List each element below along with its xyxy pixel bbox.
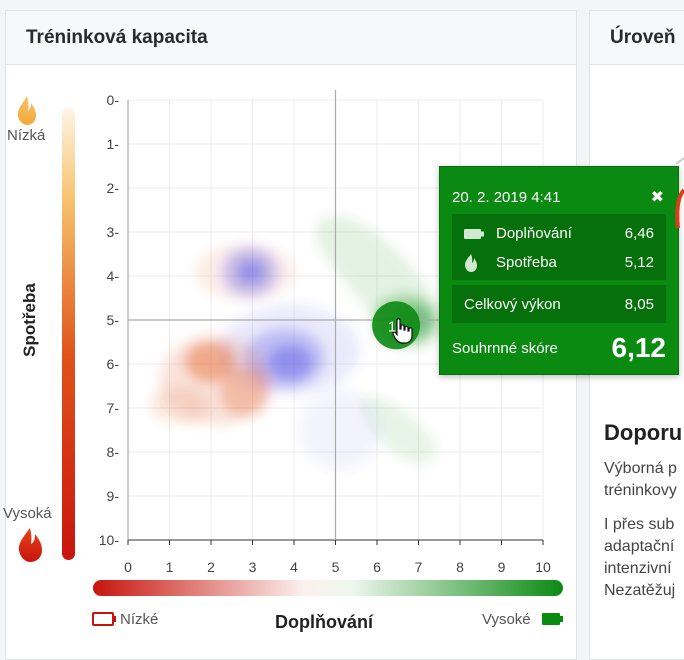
recommendation-section: Doporu Výborná p tréninkovy I přes sub a…	[604, 420, 684, 602]
y-high-label: Vysoká	[3, 505, 52, 522]
hand-cursor-icon	[392, 318, 413, 344]
tooltip-row-value: 6,46	[624, 225, 654, 242]
consumption-scale-bar	[62, 108, 75, 560]
x-tick-label: 4	[290, 559, 298, 575]
x-tick-label: 6	[373, 559, 381, 575]
y-tick-label: 3-	[107, 224, 120, 240]
high-battery-icon	[542, 613, 563, 625]
y-tick-label: 5-	[107, 312, 120, 328]
x-tick-label: 8	[456, 559, 464, 575]
y-tick-label: 9-	[107, 488, 120, 504]
y-tick-label: 7-	[107, 400, 120, 416]
panel2-title: Úroveň	[610, 26, 676, 48]
x-high-label: Vysoké	[482, 611, 531, 628]
tooltip-row-label: Doplňování	[496, 225, 572, 242]
data-tooltip: 20. 2. 2019 4:41 ✖ Doplňování 6,46 Spotř…	[439, 166, 679, 375]
tooltip-total: Celkový výkon 8,05	[452, 285, 666, 323]
y-low-label: Nízká	[7, 127, 46, 144]
y-tick-label: 1-	[107, 136, 120, 152]
y-tick-label: 0-	[107, 92, 120, 108]
recommendation-paragraph-1: Výborná p tréninkovy	[604, 460, 677, 499]
x-axis-label: Doplňování	[275, 612, 373, 632]
tooltip-score-label: Souhrnné skóre	[452, 339, 558, 357]
y-axis-label: Spotřeba	[20, 283, 39, 357]
x-tick-label: 2	[207, 559, 215, 575]
recommendation-paragraph-2: I přes sub adaptační intenzivní Nezatěžu…	[604, 516, 676, 599]
tooltip-row-replenishment: Doplňování 6,46	[452, 219, 666, 248]
x-tick-label: 1	[166, 559, 174, 575]
y-tick-labels: 0- 1- 2- 3- 4- 5- 6- 7- 8- 9- 10-	[99, 92, 120, 548]
chart-area: 0 1 2 3 4 5 6 7 8 9 10 0- 1- 2- 3- 4- 5- 6- 7- 8- 9- 10- 1	[17, 90, 563, 626]
y-tick-label: 10-	[99, 532, 120, 548]
tooltip-metrics: Doplňování 6,46 Spotřeba 5,12	[452, 214, 666, 280]
recommendation-heading: Doporu	[604, 420, 683, 445]
x-tick-label: 9	[498, 559, 506, 575]
x-low-label: Nízké	[120, 611, 159, 628]
panel2-header: Úroveň	[590, 11, 684, 65]
high-flame-icon	[18, 528, 42, 562]
x-tick-label: 7	[415, 559, 423, 575]
panel-title: Tréninková kapacita	[26, 26, 208, 48]
tooltip-row-label: Spotřeba	[496, 254, 557, 271]
tooltip-score-value: 6,12	[611, 332, 667, 363]
battery-icon	[464, 228, 486, 240]
close-icon[interactable]: ✖	[650, 189, 664, 206]
y-tick-label: 8-	[107, 444, 120, 460]
data-point-label: 1	[388, 318, 396, 335]
tooltip-total-label: Celkový výkon	[464, 295, 561, 313]
tooltip-total-value: 8,05	[624, 295, 654, 313]
data-point[interactable]: 1	[372, 301, 421, 350]
flame-icon	[464, 253, 486, 272]
partial-gauge-edge	[675, 157, 684, 229]
x-tick-label: 3	[249, 559, 257, 575]
x-tick-labels: 0 1 2 3 4 5 6 7 8 9 10	[124, 540, 551, 575]
tooltip-score: Souhrnné skóre 6,12	[452, 332, 666, 364]
x-tick-label: 0	[124, 559, 132, 575]
x-tick-label: 5	[332, 559, 340, 575]
y-tick-label: 2-	[107, 180, 120, 196]
low-flame-icon	[17, 96, 36, 125]
y-tick-label: 6-	[107, 356, 120, 372]
heatmap-blobs	[150, 215, 441, 470]
panel-header: Tréninková kapacita	[6, 11, 576, 65]
tooltip-row-consumption: Spotřeba 5,12	[452, 248, 666, 277]
x-tick-label: 10	[535, 559, 551, 575]
y-tick-label: 4-	[107, 268, 120, 284]
replenishment-scale-bar	[93, 580, 563, 596]
tooltip-row-value: 5,12	[624, 254, 654, 271]
tooltip-date: 20. 2. 2019 4:41	[452, 188, 561, 206]
low-battery-icon	[92, 612, 116, 626]
